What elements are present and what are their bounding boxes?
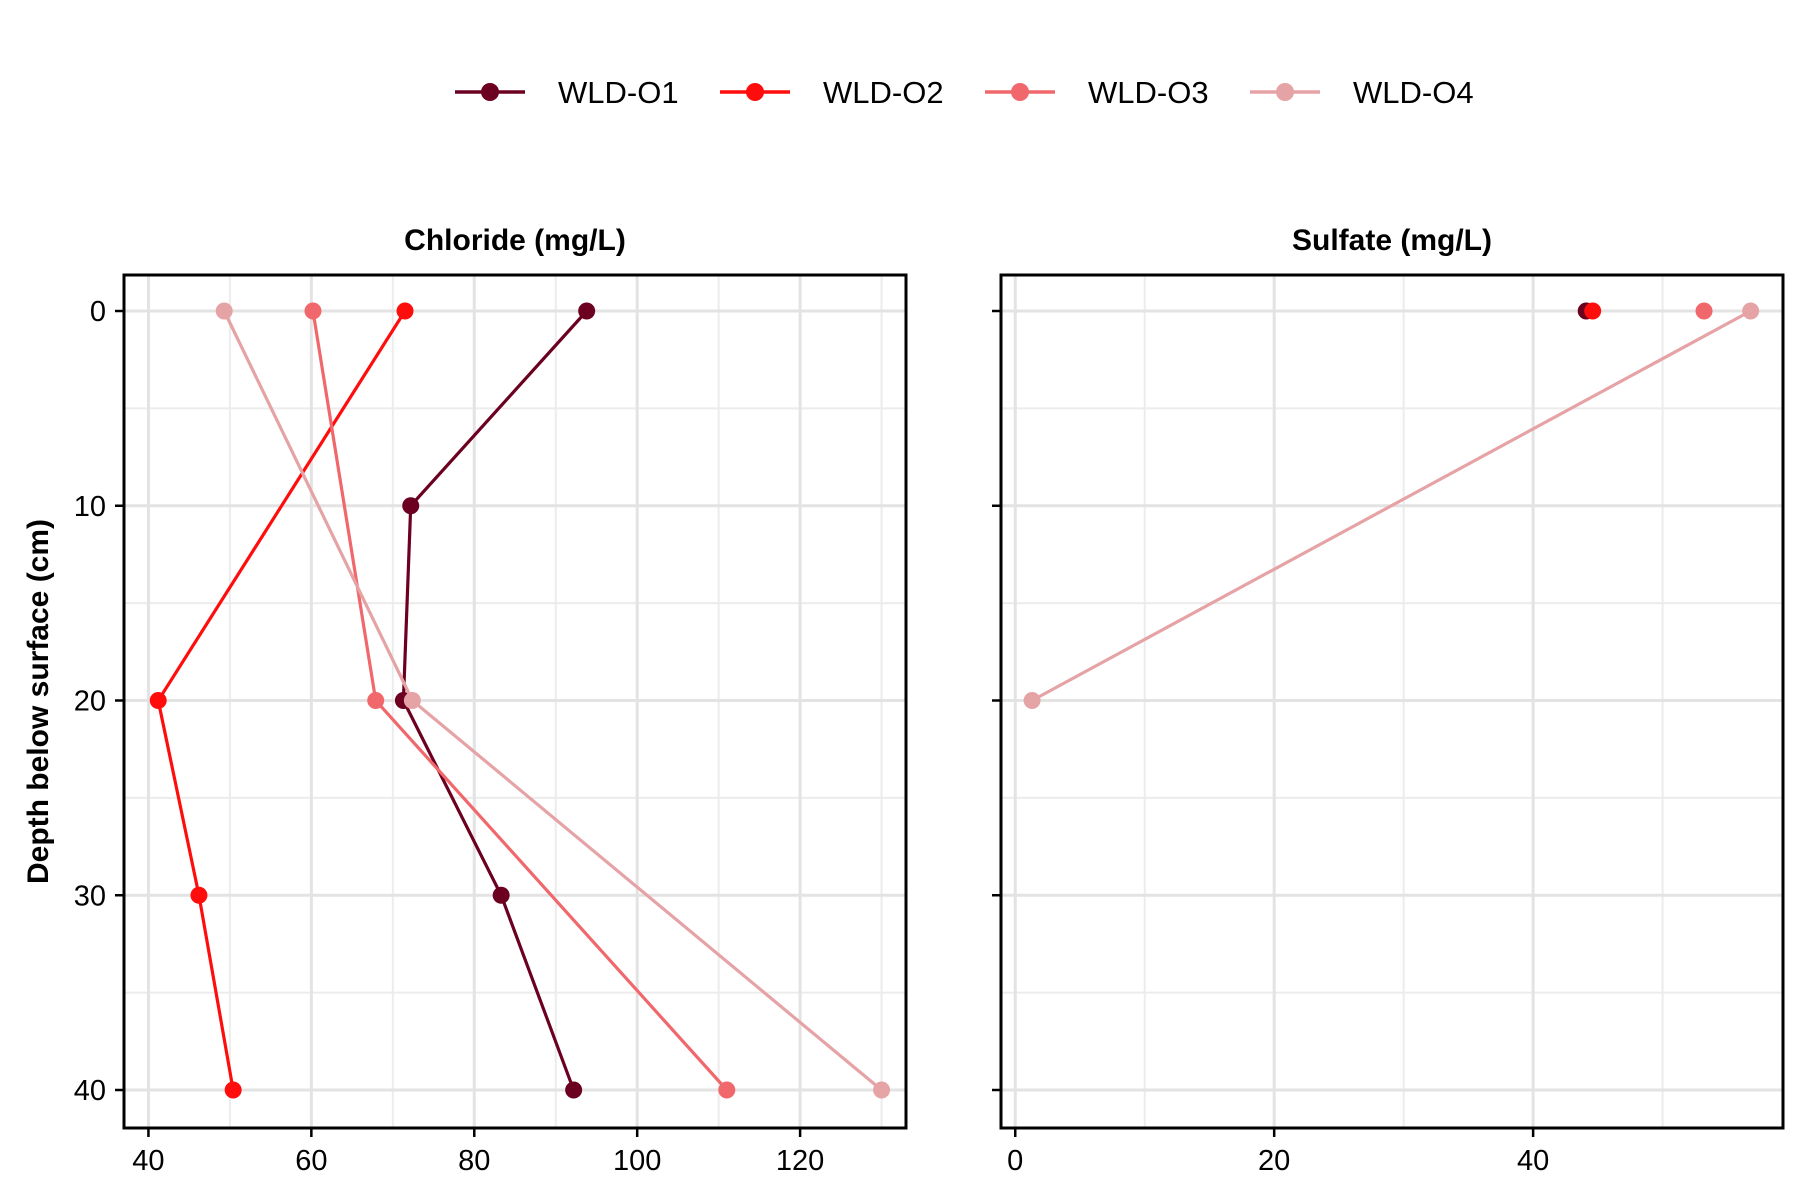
series-wld-o3 [1695,302,1713,320]
data-point [402,497,420,515]
legend-item-wld-o1: WLD-O1 [455,75,679,110]
legend-key-point [746,83,764,101]
data-point [492,886,510,904]
data-point [565,1081,583,1099]
legend: WLD-O1 WLD-O2 WLD-O3 WLD-O4 [455,75,1474,110]
data-point [215,302,233,320]
series-wld-o4 [215,302,891,1099]
data-point [149,692,167,709]
series-wld-o2 [149,302,414,1099]
x-tick-label: 0 [1007,1145,1023,1177]
data-point [396,302,414,320]
data-point [190,886,208,904]
data-point [1023,692,1041,709]
legend-label: WLD-O2 [823,75,944,110]
legend-item-wld-o3: WLD-O3 [985,75,1209,110]
y-tick-label: 20 [74,686,106,718]
panel-2: Sulfate (mg/L) 0 20 40 [992,224,1785,1177]
y-tick-label: 0 [90,296,106,328]
x-tick-label: 40 [132,1145,164,1177]
legend-label: WLD-O1 [558,75,679,110]
data-point [873,1081,891,1099]
data-point [224,1081,242,1099]
y-tick-label: 10 [74,491,106,523]
legend-key-point [1011,83,1029,101]
data-point [1695,302,1713,320]
legend-item-wld-o2: WLD-O2 [720,75,944,110]
x-tick-label: 80 [458,1145,490,1177]
series-wld-o4 [1023,302,1760,709]
legend-label: WLD-O4 [1353,75,1474,110]
panel-title: Sulfate (mg/L) [1292,224,1492,257]
data-point [718,1081,736,1099]
y-axis-title: Depth below surface (cm) [22,519,55,884]
major-grid [1001,275,1783,1128]
series-wld-o2 [1584,302,1602,320]
panel-1: Chloride (mg/L) 40 60 80 100 120 0 10 20 30 40 [74,224,908,1177]
major-grid [124,275,906,1128]
series-wld-o3 [304,302,736,1099]
data-point [367,692,385,709]
data-point [1742,302,1760,320]
x-tick-label: 100 [613,1145,661,1177]
chart-panels: Chloride (mg/L)40 60 80 100 120010203040Sulf… [74,224,1785,1177]
x-tick-label: 60 [295,1145,327,1177]
legend-key-point [1276,83,1294,101]
y-tick-label: 30 [74,880,106,912]
data-point [1584,302,1602,320]
data-point [304,302,322,320]
data-point [578,302,596,320]
series-line [156,310,407,1091]
x-tick-label: 20 [1258,1145,1290,1177]
legend-label: WLD-O3 [1088,75,1209,110]
legend-item-wld-o4: WLD-O4 [1250,75,1474,110]
x-tick-label: 120 [776,1145,824,1177]
data-point [403,692,421,709]
legend-key-point [481,83,499,101]
x-tick-label: 40 [1517,1145,1549,1177]
panel-title: Chloride (mg/L) [404,224,626,257]
y-tick-label: 40 [74,1075,106,1107]
series-line [1031,309,1752,702]
